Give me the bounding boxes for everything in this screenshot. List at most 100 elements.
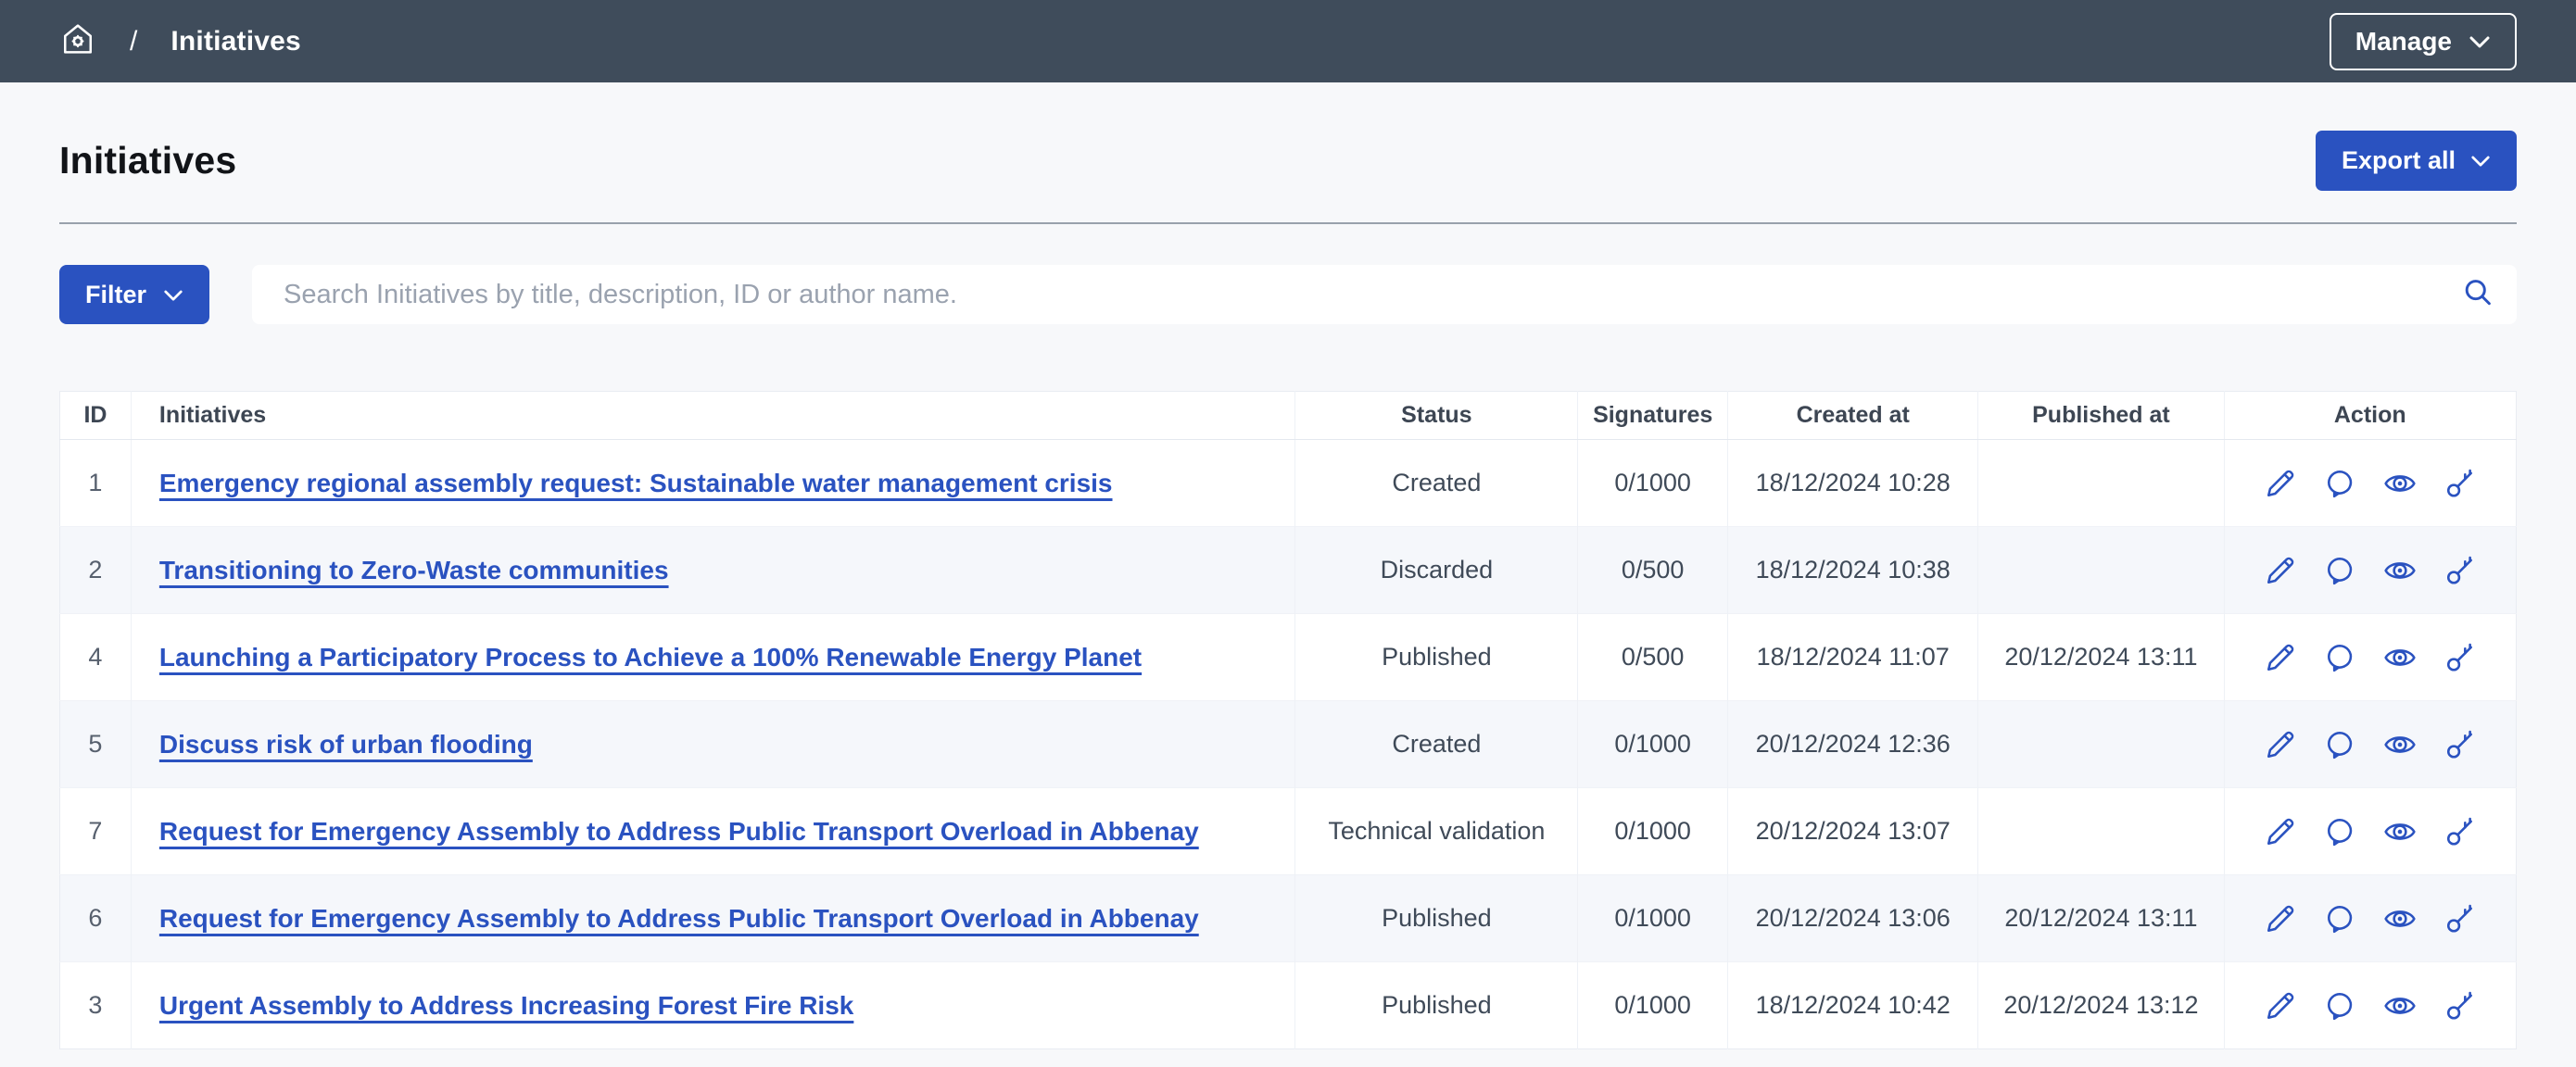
chevron-down-icon [2470, 146, 2491, 175]
initiative-title-link[interactable]: Request for Emergency Assembly to Addres… [158, 816, 1199, 846]
preview-eye-icon [2383, 729, 2417, 760]
initiative-title-link[interactable]: Request for Emergency Assembly to Addres… [158, 903, 1199, 933]
initiative-published-at [1977, 526, 2224, 614]
column-header-signatures: Signatures [1577, 391, 1728, 440]
table-row: 3 Urgent Assembly to Address Increasing … [59, 961, 2517, 1049]
breadcrumb-home-link[interactable] [59, 20, 96, 62]
initiatives-table-wrap: ID Initiatives Status Signatures Created… [59, 391, 2517, 1049]
initiative-id: 4 [88, 643, 103, 671]
topbar: / Initiatives Manage [0, 0, 2576, 82]
preview-button[interactable] [2383, 555, 2417, 586]
chevron-down-icon [163, 281, 183, 309]
table-row: 1 Emergency regional assembly request: S… [60, 439, 2517, 527]
initiative-created-at: 18/12/2024 10:28 [1727, 439, 1978, 527]
initiative-signatures: 0/1000 [1577, 439, 1728, 527]
initiative-signatures: 0/1000 [1577, 700, 1728, 788]
initiative-created-at: 18/12/2024 11:07 [1727, 613, 1978, 701]
initiative-published-at: 20/12/2024 13:11 [1977, 613, 2224, 701]
edit-button[interactable] [2265, 816, 2296, 847]
filter-button-label: Filter [85, 280, 147, 308]
permissions-button[interactable] [2444, 729, 2476, 760]
permissions-key-icon [2444, 642, 2476, 673]
preview-eye-icon [2383, 555, 2417, 586]
initiative-signatures: 0/500 [1577, 613, 1728, 701]
chevron-down-icon [2469, 27, 2491, 56]
preview-button[interactable] [2383, 816, 2417, 847]
initiative-title-link[interactable]: Discuss risk of urban flooding [158, 729, 533, 759]
initiative-published-at: 20/12/2024 13:11 [1977, 874, 2224, 962]
permissions-key-icon [2444, 990, 2476, 1022]
initiative-status: Published [1294, 961, 1578, 1049]
preview-button[interactable] [2383, 468, 2417, 499]
initiative-title-link[interactable]: Emergency regional assembly request: Sus… [158, 468, 1113, 497]
initiative-status: Discarded [1294, 526, 1578, 614]
edit-button[interactable] [2265, 729, 2296, 760]
search-submit-button[interactable] [2461, 277, 2494, 313]
initiative-status: Technical validation [1294, 787, 1578, 875]
comment-bubble-icon [2324, 555, 2355, 586]
permissions-button[interactable] [2444, 903, 2476, 935]
answer-button[interactable] [2324, 990, 2355, 1022]
row-actions [2225, 816, 2517, 847]
row-actions [2225, 468, 2517, 499]
edit-button[interactable] [2265, 990, 2296, 1022]
row-actions [2225, 642, 2517, 673]
edit-button[interactable] [2265, 468, 2296, 499]
row-actions [2225, 729, 2517, 760]
answer-button[interactable] [2324, 903, 2355, 935]
manage-button[interactable]: Manage [2329, 12, 2517, 70]
column-header-action: Action [2223, 391, 2517, 440]
permissions-key-icon [2444, 468, 2476, 499]
permissions-button[interactable] [2444, 555, 2476, 586]
initiative-signatures: 0/1000 [1577, 787, 1728, 875]
breadcrumb-current-label: Initiatives [170, 25, 301, 56]
answer-button[interactable] [2324, 642, 2355, 673]
comment-bubble-icon [2324, 468, 2355, 499]
initiatives-table: ID Initiatives Status Signatures Created… [59, 391, 2517, 1049]
export-all-button[interactable]: Export all [2315, 131, 2517, 191]
row-actions [2225, 555, 2517, 586]
permissions-button[interactable] [2444, 990, 2476, 1022]
preview-eye-icon [2383, 816, 2417, 847]
preview-button[interactable] [2383, 990, 2417, 1022]
preview-button[interactable] [2383, 642, 2417, 673]
answer-button[interactable] [2324, 729, 2355, 760]
permissions-button[interactable] [2444, 816, 2476, 847]
table-row: 2 Transitioning to Zero-Waste communitie… [59, 526, 2517, 614]
answer-button[interactable] [2324, 816, 2355, 847]
column-header-id: ID [59, 391, 132, 440]
initiative-title-link[interactable]: Transitioning to Zero-Waste communities [158, 555, 669, 584]
edit-button[interactable] [2265, 555, 2296, 586]
filter-row: Filter [59, 265, 2517, 324]
initiative-id: 3 [88, 991, 103, 1019]
initiative-id: 6 [88, 904, 103, 932]
main-content: Initiatives Export all Filter [0, 131, 2576, 1049]
manage-button-label: Manage [2355, 26, 2452, 56]
permissions-button[interactable] [2444, 468, 2476, 499]
permissions-button[interactable] [2444, 642, 2476, 673]
initiative-published-at: 20/12/2024 13:12 [1977, 961, 2224, 1049]
column-header-status: Status [1294, 391, 1578, 440]
row-actions [2225, 990, 2517, 1022]
search-icon [2461, 277, 2494, 313]
preview-button[interactable] [2383, 729, 2417, 760]
initiative-id: 5 [88, 730, 103, 758]
table-row: 4 Launching a Participatory Process to A… [59, 613, 2517, 701]
comment-bubble-icon [2324, 990, 2355, 1022]
filter-button[interactable]: Filter [59, 265, 210, 324]
initiative-id: 2 [88, 556, 103, 584]
breadcrumb: / Initiatives [59, 20, 301, 62]
edit-button[interactable] [2265, 903, 2296, 935]
edit-pencil-icon [2265, 816, 2296, 847]
answer-button[interactable] [2324, 468, 2355, 499]
initiative-title-link[interactable]: Urgent Assembly to Address Increasing Fo… [158, 990, 854, 1020]
edit-button[interactable] [2265, 642, 2296, 673]
preview-button[interactable] [2383, 903, 2417, 935]
edit-pencil-icon [2265, 903, 2296, 935]
breadcrumb-current-link[interactable]: Initiatives [170, 26, 301, 57]
page-title: Initiatives [59, 139, 237, 182]
answer-button[interactable] [2324, 555, 2355, 586]
search-input[interactable] [252, 265, 2517, 324]
edit-pencil-icon [2265, 990, 2296, 1022]
initiative-title-link[interactable]: Launching a Participatory Process to Ach… [158, 642, 1143, 672]
